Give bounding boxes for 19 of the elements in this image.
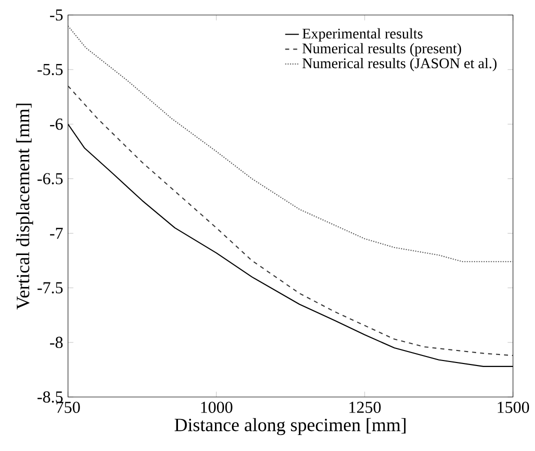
legend-label: Numerical results (present) <box>302 43 462 56</box>
y-tick-label: -7 <box>50 228 63 239</box>
legend-label: Numerical results (JASON et al.) <box>302 58 497 72</box>
x-axis-title: Distance along specimen [mm] <box>174 418 406 436</box>
x-tick-label: 1250 <box>349 402 381 413</box>
y-tick-label: -6 <box>50 118 63 130</box>
y-tick-label: -8.5 <box>38 391 63 403</box>
y-tick-label: -7.5 <box>38 282 63 294</box>
line-series <box>68 85 513 356</box>
x-tick-label: 1500 <box>498 402 530 413</box>
x-tick-label: 750 <box>56 402 80 413</box>
y-tick-label: -5 <box>50 9 63 21</box>
y-tick-label: -8 <box>50 336 63 348</box>
legend-label: Experimental results <box>302 28 422 42</box>
y-tick-label: -5.5 <box>38 64 63 76</box>
y-axis-title: Vertical displacement [mm] <box>16 104 34 310</box>
line-series <box>68 25 513 262</box>
x-tick-label: 1000 <box>201 402 232 413</box>
y-tick-label: -6.5 <box>38 173 63 184</box>
